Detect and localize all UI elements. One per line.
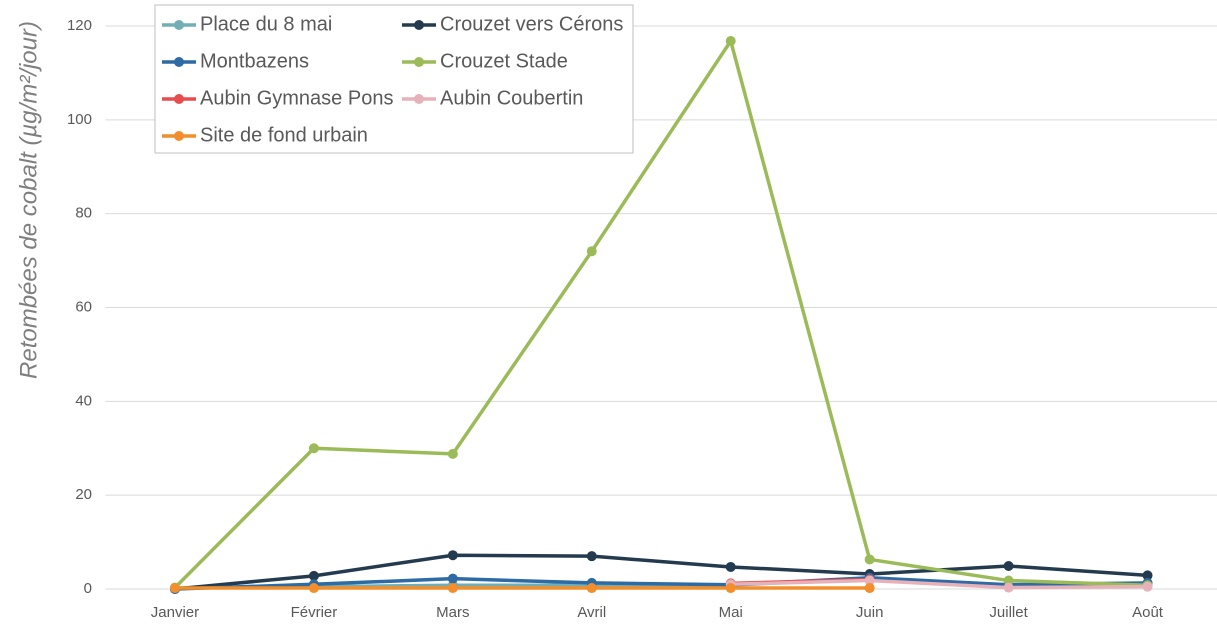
series-marker <box>725 36 736 47</box>
series-line <box>174 575 1148 591</box>
y-tick-label: 60 <box>75 298 92 315</box>
series-marker <box>1142 581 1153 592</box>
legend-label: Site de fond urbain <box>200 124 368 146</box>
series-marker <box>447 448 458 459</box>
x-tick-label: Juin <box>856 604 884 621</box>
series-marker <box>447 550 458 561</box>
series-line <box>730 578 1148 590</box>
legend-label: Crouzet vers Cérons <box>440 13 623 35</box>
y-axis-label: Retombées de cobalt (µg/m²/jour) <box>15 21 42 379</box>
series-marker <box>725 583 736 594</box>
series-marker <box>308 443 319 454</box>
legend-marker <box>174 131 184 141</box>
series-line <box>174 553 1148 591</box>
series-marker <box>1003 575 1014 586</box>
legend-marker <box>414 94 424 104</box>
y-tick-label: 0 <box>84 580 92 597</box>
series-marker <box>1003 561 1014 572</box>
series-marker <box>864 554 875 565</box>
legend-box <box>154 4 634 154</box>
y-tick-label: 20 <box>75 486 92 503</box>
y-tick-label: 100 <box>67 111 92 128</box>
y-tick-label: 40 <box>75 392 92 409</box>
legend-label: Aubin Gymnase Pons <box>200 87 393 109</box>
series-marker <box>1142 570 1153 581</box>
legend-marker <box>174 20 184 30</box>
series-marker <box>447 573 458 584</box>
series-marker <box>864 575 875 586</box>
legend-label: Crouzet Stade <box>440 50 568 72</box>
series-marker <box>586 246 597 257</box>
x-tick-label: Mars <box>436 604 469 621</box>
series-marker <box>864 583 875 594</box>
legend-marker <box>174 57 184 67</box>
x-tick-label: Janvier <box>151 604 199 621</box>
legend-label: Aubin Coubertin <box>440 87 583 109</box>
x-tick-label: Mai <box>719 604 743 621</box>
x-tick-label: Juillet <box>989 604 1028 621</box>
series-marker <box>586 551 597 562</box>
series-line <box>173 39 1148 589</box>
legend: Place du 8 mai Crouzet vers Cérons Montbaz… <box>154 4 634 154</box>
legend-label: Montbazens <box>200 50 309 72</box>
legend-marker <box>414 57 424 67</box>
series-marker <box>308 570 319 581</box>
legend-label: Place du 8 mai <box>200 13 332 35</box>
x-tick-label: Février <box>291 604 338 621</box>
series-marker <box>169 583 180 594</box>
y-tick-label: 120 <box>67 17 92 34</box>
series-marker <box>308 583 319 594</box>
legend-marker <box>174 94 184 104</box>
series-marker <box>725 561 736 572</box>
series-marker <box>1003 582 1014 593</box>
y-tick-label: 80 <box>75 205 92 222</box>
x-tick-label: Avril <box>577 604 606 621</box>
series-marker <box>586 583 597 594</box>
legend-marker <box>414 20 424 30</box>
series-marker <box>447 583 458 594</box>
x-tick-label: Août <box>1132 604 1164 621</box>
